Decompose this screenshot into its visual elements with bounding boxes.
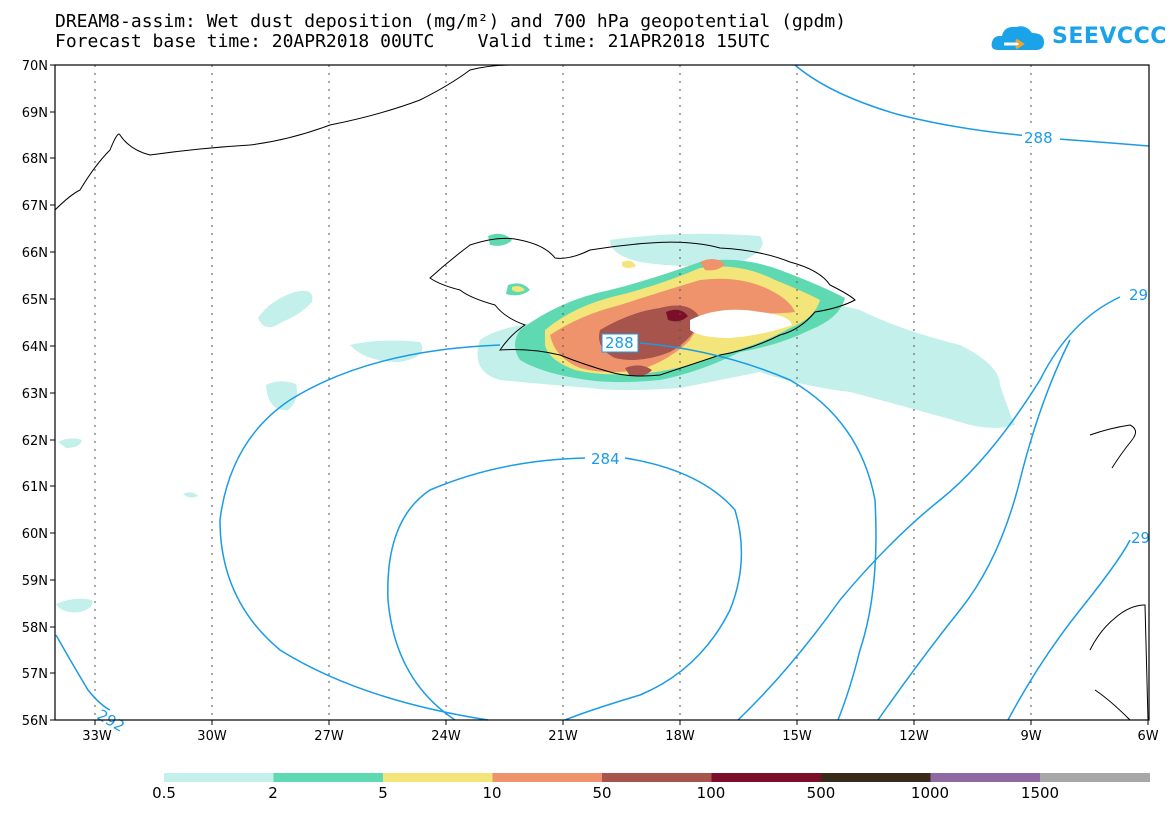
contour-284 bbox=[387, 457, 743, 721]
legend-threshold-label: 1000 bbox=[911, 784, 949, 802]
geopotential-contours bbox=[55, 64, 1150, 721]
legend-color-swatch bbox=[164, 773, 274, 782]
legend-colorbar bbox=[164, 773, 1150, 782]
legend-threshold-label: 100 bbox=[697, 784, 726, 802]
cloud-icon bbox=[991, 26, 1044, 50]
lon-label: 6W bbox=[1137, 729, 1158, 744]
longitude-labels: 33W 30W 27W 24W 21W 18W 15W 12W 9W 6W bbox=[82, 729, 1158, 744]
lon-label: 18W bbox=[665, 729, 695, 744]
lat-label: 69N bbox=[22, 106, 48, 121]
legend-threshold-label: 5 bbox=[378, 784, 388, 802]
legend-color-swatch bbox=[930, 773, 1041, 782]
coastline-greenland bbox=[54, 64, 511, 211]
map-title: DREAM8-assim: Wet dust deposition (mg/m²… bbox=[55, 11, 847, 32]
legend-threshold-label: 0.5 bbox=[152, 784, 176, 802]
lon-label: 30W bbox=[197, 729, 227, 744]
contour-label: 29 bbox=[1129, 286, 1148, 304]
contour-288-north bbox=[794, 64, 1150, 147]
contour-29-east1 bbox=[737, 296, 1121, 721]
lat-label: 68N bbox=[22, 152, 48, 167]
lat-label: 60N bbox=[22, 527, 48, 542]
coastlines bbox=[54, 64, 1149, 721]
lon-label: 12W bbox=[899, 729, 929, 744]
legend-color-swatch bbox=[821, 773, 931, 782]
lon-label: 21W bbox=[548, 729, 578, 744]
legend-color-swatch bbox=[1040, 773, 1150, 782]
contour-label: 288 bbox=[605, 334, 634, 352]
contour-label: 284 bbox=[591, 450, 620, 468]
contour-292-west bbox=[55, 634, 111, 711]
lat-label: 61N bbox=[22, 480, 48, 495]
contour-label: 288 bbox=[1024, 129, 1053, 147]
lat-label: 65N bbox=[22, 293, 48, 308]
lat-label: 64N bbox=[22, 340, 48, 355]
lon-label: 15W bbox=[782, 729, 812, 744]
lon-label: 27W bbox=[314, 729, 344, 744]
contour-29-east2 bbox=[877, 339, 1071, 721]
lat-label: 56N bbox=[22, 714, 48, 729]
latitude-labels: 70N 69N 68N 67N 66N 65N 64N 63N 62N 61N … bbox=[22, 59, 48, 729]
legend-color-swatch bbox=[711, 773, 822, 782]
lat-lon-grid bbox=[94, 65, 1032, 720]
logo-text: SEEVCCC bbox=[1052, 24, 1167, 49]
lat-label: 59N bbox=[22, 574, 48, 589]
seevccc-logo bbox=[991, 26, 1044, 50]
lon-label: 24W bbox=[431, 729, 461, 744]
legend-threshold-label: 50 bbox=[592, 784, 611, 802]
legend-threshold-label: 10 bbox=[482, 784, 501, 802]
lat-label: 62N bbox=[22, 434, 48, 449]
contour-29-east3 bbox=[1007, 539, 1131, 721]
lat-label: 63N bbox=[22, 387, 48, 402]
lon-label: 9W bbox=[1020, 729, 1041, 744]
legend-color-swatch bbox=[383, 773, 493, 782]
lon-label: 33W bbox=[82, 729, 112, 744]
lat-label: 58N bbox=[22, 621, 48, 636]
legend-threshold-label: 500 bbox=[807, 784, 836, 802]
legend-threshold-label: 2 bbox=[268, 784, 278, 802]
lat-label: 70N bbox=[22, 59, 48, 74]
legend-labels: 0.5 2 5 10 50 100 500 1000 1500 bbox=[152, 784, 1059, 802]
lat-label: 66N bbox=[22, 246, 48, 261]
contour-288-low bbox=[219, 342, 877, 721]
legend-color-swatch bbox=[273, 773, 384, 782]
legend-color-swatch bbox=[492, 773, 603, 782]
coastline-iceland bbox=[429, 237, 856, 377]
axis-ticks bbox=[50, 64, 1149, 725]
lat-label: 67N bbox=[22, 199, 48, 214]
contour-label: 29 bbox=[1131, 529, 1150, 547]
legend-threshold-label: 1500 bbox=[1021, 784, 1059, 802]
forecast-time-line: Forecast base time: 20APR2018 00UTC Vali… bbox=[55, 31, 771, 52]
coastline-faroe bbox=[1089, 424, 1136, 469]
lat-label: 57N bbox=[22, 667, 48, 682]
coastline-scotland bbox=[1089, 604, 1149, 721]
legend-color-swatch bbox=[602, 773, 712, 782]
dust-shade-100 bbox=[666, 309, 688, 322]
